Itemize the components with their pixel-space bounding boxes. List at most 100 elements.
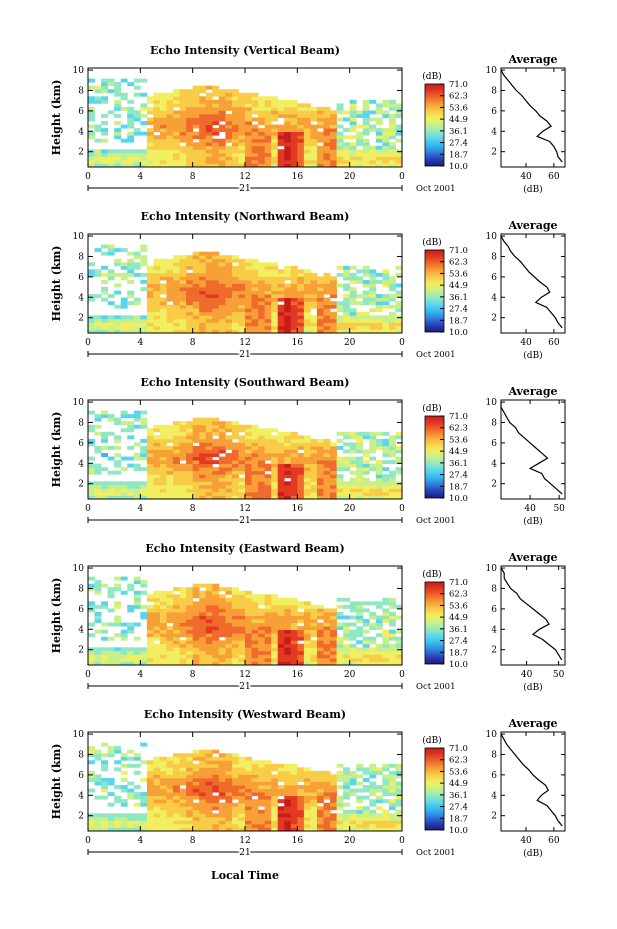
heatmap-cell (382, 597, 390, 602)
heatmap-cell (316, 138, 324, 143)
heatmap-cell (166, 272, 174, 277)
heatmap-cell (120, 827, 128, 832)
heatmap-cell (271, 774, 279, 779)
heatmap-cell (140, 255, 148, 260)
heatmap-cell (258, 788, 266, 793)
heatmap-cell (127, 456, 135, 461)
heatmap-cell (225, 258, 233, 263)
heatmap-cell (199, 287, 207, 291)
heatmap-cell (218, 477, 226, 482)
heatmap-cell (238, 294, 246, 299)
heatmap-cell (264, 474, 272, 479)
heatmap-cell (94, 124, 102, 129)
heatmap-cell (264, 488, 272, 493)
heatmap-cell (362, 145, 370, 150)
colorbar-tick-label: 44.9 (449, 281, 468, 291)
heatmap-cell (297, 661, 305, 666)
heatmap-cell (382, 491, 390, 496)
heatmap-cell (199, 615, 207, 620)
heatmap-cell (146, 604, 154, 609)
heatmap-cell (199, 445, 207, 450)
y-tick-label: 10 (73, 232, 85, 242)
heatmap-cell (303, 131, 311, 136)
heatmap-cell (251, 145, 259, 150)
heatmap-cell (199, 99, 207, 104)
heatmap-cell (284, 283, 292, 288)
heatmap-cell (362, 629, 370, 634)
heatmap-cell (251, 460, 259, 465)
heatmap-cell (205, 770, 213, 775)
heatmap-cell (159, 431, 167, 436)
heatmap-cell (323, 781, 331, 786)
heatmap-cell (192, 802, 200, 807)
heatmap-cell (284, 474, 292, 479)
heatmap-cell (290, 654, 298, 659)
heatmap-cell (120, 124, 128, 129)
heatmap-cell (192, 640, 200, 645)
heatmap-cell (264, 449, 272, 454)
heatmap-cell (356, 438, 364, 443)
heatmap-cell (218, 156, 226, 161)
heatmap-cell (258, 654, 266, 659)
heatmap-cell (133, 78, 141, 83)
heatmap-cell (251, 774, 259, 779)
heatmap-cell (225, 128, 233, 133)
y-tick-label: 2 (78, 646, 84, 656)
heatmap-cell (343, 145, 351, 150)
heatmap-cell (153, 318, 161, 323)
heatmap-cell (245, 156, 252, 161)
heatmap-cell (179, 318, 187, 323)
heatmap-cell (212, 481, 220, 486)
heatmap-cell (290, 124, 298, 129)
heatmap-cell (362, 491, 370, 496)
heatmap-cell (205, 626, 213, 631)
heatmap-cell (179, 654, 187, 659)
heatmap-cell (166, 643, 174, 648)
heatmap-cell (310, 124, 318, 129)
heatmap-cell (245, 820, 252, 825)
heatmap-cell (146, 792, 154, 797)
heatmap-cell (349, 774, 357, 779)
heatmap-cell (205, 255, 213, 260)
heatmap-cell (264, 615, 272, 620)
heatmap-cell (159, 774, 167, 779)
heatmap (88, 410, 403, 500)
heatmap-cell (284, 774, 292, 779)
heatmap-cell (231, 813, 239, 818)
heatmap-cell (179, 823, 187, 828)
heatmap-cell (369, 145, 377, 150)
heatmap-cell (120, 322, 128, 327)
colorbar-tick-label: 27.4 (449, 305, 468, 315)
heatmap-cell (388, 142, 396, 147)
heatmap-cell (212, 445, 220, 450)
heatmap-cell (173, 657, 180, 662)
heatmap-cell (114, 438, 122, 443)
heatmap-cell (264, 290, 272, 295)
heatmap-cell (330, 121, 337, 125)
heatmap-cell (127, 138, 135, 143)
heatmap-cell (146, 149, 154, 154)
heatmap-cell (356, 654, 364, 659)
heatmap-cell (107, 276, 115, 281)
heatmap-cell (323, 145, 331, 150)
heatmap-cell (186, 117, 194, 122)
heatmap-cell (199, 474, 207, 479)
heatmap-cell (88, 294, 95, 299)
heatmap-cell (186, 283, 194, 288)
heatmap-cell (218, 463, 226, 468)
x-tick-label: 0 (85, 172, 91, 182)
heatmap-cell (127, 795, 135, 800)
heatmap-cell (356, 823, 364, 828)
heatmap-cell (192, 453, 200, 457)
heatmap-cell (225, 255, 233, 260)
heatmap-cell (258, 799, 266, 804)
heatmap-cell (395, 636, 403, 641)
heatmap-cell (271, 131, 279, 136)
heatmap-cell (218, 255, 226, 260)
heatmap-cell (192, 594, 200, 599)
heatmap-cell (218, 491, 226, 496)
heatmap-cell (258, 470, 266, 475)
heatmap-cell (231, 753, 239, 758)
heatmap-cell (205, 99, 213, 104)
heatmap-cell (323, 287, 331, 291)
